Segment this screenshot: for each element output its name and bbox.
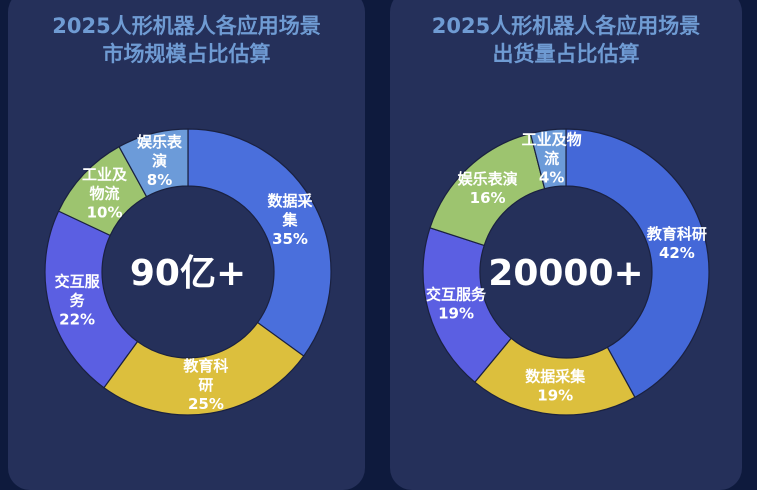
slice-value: 25%: [188, 395, 224, 413]
slice-label: 娱乐表演 8%: [137, 133, 183, 189]
slice-label: 交互服务 22%: [55, 272, 101, 328]
slice-娱乐表演: [118, 128, 189, 198]
slice-label: 工业及物流 10%: [82, 166, 128, 222]
slice-name: 交互服: [55, 272, 101, 290]
chart-title: 2025人形机器人各应用场景 市场规模占比估算: [8, 12, 365, 68]
slice-name: 工业及: [82, 166, 128, 184]
slice-value: 35%: [272, 230, 308, 248]
slice-name: 演: [152, 152, 167, 170]
slice-value: 4%: [539, 168, 564, 186]
title-line: 2025人形机器人各应用场景: [52, 14, 321, 38]
slice-label: 数据采集 35%: [268, 192, 314, 248]
slice-name: 娱乐表演: [458, 170, 518, 188]
slice-name: 数据采: [268, 192, 314, 210]
slice-name: 研: [198, 376, 213, 394]
slice-name: 物流: [90, 185, 120, 203]
center-total: 90亿+: [130, 253, 246, 294]
slice-label: 交互服务 19%: [426, 285, 487, 322]
donut-charts: 数据采集 35%教育科研 25%交互服务 22%工业及物流 10%娱乐表演 8%90亿+教…: [44, 128, 710, 416]
slice-交互服务: [44, 210, 139, 389]
slice-name: 交互服务: [426, 285, 487, 303]
slice-name: 务: [70, 291, 86, 309]
slice-label: 教育科研 42%: [646, 225, 707, 262]
title-line: 2025人形机器人各应用场景: [431, 14, 701, 38]
slice-name: 流: [544, 149, 559, 167]
slice-value: 8%: [147, 171, 172, 189]
slice-value: 10%: [87, 204, 123, 222]
slice-name: 娱乐表: [137, 133, 183, 151]
slice-value: 22%: [59, 310, 95, 328]
slice-name: 集: [282, 211, 299, 229]
slice-name: 教育科: [182, 357, 228, 375]
slice-工业及物流: [529, 128, 567, 190]
slice-name: 数据采集: [525, 367, 586, 385]
slice-教育科研: [103, 321, 305, 416]
slice-label: 工业及物流 4%: [522, 130, 582, 186]
slice-数据采集: [187, 128, 332, 357]
slice-value: 19%: [438, 304, 474, 322]
slice-value: 16%: [470, 189, 506, 207]
slice-label: 数据采集 19%: [525, 367, 586, 404]
title-line: 市场规模占比估算: [102, 42, 271, 66]
slice-教育科研: [565, 128, 710, 399]
slice-name: 教育科研: [646, 225, 707, 243]
slice-label: 教育科研 25%: [182, 357, 228, 413]
slice-value: 19%: [537, 386, 573, 404]
donut-chart: 教育科研 42%数据采集 19%交互服务 19%娱乐表演 16%工业及物流 4%20000…: [422, 128, 710, 416]
center-total: 20000+: [488, 253, 643, 294]
donut-chart: 数据采集 35%教育科研 25%交互服务 22%工业及物流 10%娱乐表演 8%90亿+: [44, 128, 332, 416]
title-line: 出货量占比估算: [492, 42, 640, 66]
slice-label: 娱乐表演 16%: [458, 170, 518, 207]
slice-value: 42%: [659, 244, 695, 262]
slice-name: 工业及物: [522, 130, 582, 148]
chart-title: 2025人形机器人各应用场景 出货量占比估算: [390, 12, 742, 68]
